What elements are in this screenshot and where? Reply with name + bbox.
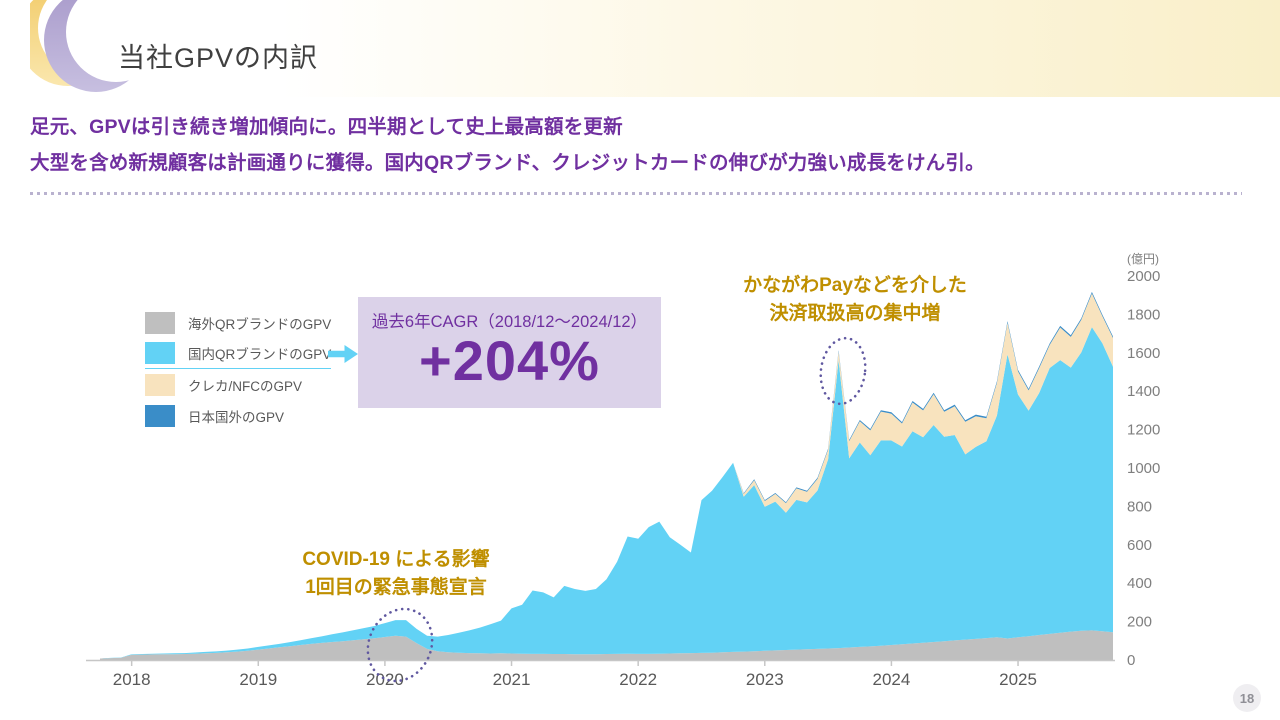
annotation-covid-line-1: COVID-19 による影響 (302, 549, 490, 570)
x-axis-label-2018: 2018 (113, 670, 151, 689)
y-axis-label-800: 800 (1127, 498, 1152, 515)
legend-label: 海外QRブランドのGPV (188, 316, 332, 332)
y-axis-label-2000: 2000 (1127, 268, 1160, 285)
area-国内QRブランドのGPV (100, 327, 1113, 659)
y-axis-label-1000: 1000 (1127, 460, 1160, 477)
headline-line-2: 大型を含め新規顧客は計画通りに獲得。国内QRブランド、クレジットカードの伸びが力… (30, 152, 985, 174)
legend-label: 日本国外のGPV (188, 409, 285, 425)
y-axis-label-600: 600 (1127, 537, 1152, 554)
y-axis-label-0: 0 (1127, 652, 1135, 669)
annotation-kanagawa-line-2: 決済取扱高の集中増 (769, 302, 941, 324)
legend-item-domestic-qr: 国内QRブランドのGPV (145, 338, 331, 369)
legend-item-credit-nfc: クレカ/NFCのGPV (145, 369, 331, 400)
headline-line-1: 足元、GPVは引き続き増加傾向に。四半期として史上最高額を更新 (30, 116, 623, 138)
x-axis-label-2024: 2024 (872, 670, 910, 689)
page-number-badge: 18 (1233, 684, 1261, 712)
x-axis-label-2022: 2022 (619, 670, 657, 689)
covid-highlight-ellipse (366, 607, 434, 683)
legend-swatch-blue (145, 404, 175, 427)
legend-item-overseas-qr: 海外QRブランドのGPV (145, 307, 331, 338)
chart-legend: 海外QRブランドのGPV 国内QRブランドのGPV クレカ/NFCのGPV 日本… (145, 307, 331, 431)
legend-swatch-beige (145, 373, 175, 396)
x-axis-label-2025: 2025 (999, 670, 1037, 689)
y-axis-label-1200: 1200 (1127, 422, 1160, 439)
annotation-kanagawa-line-1: かながわPayなどを介した (743, 275, 967, 296)
x-axis-label-2020: 2020 (366, 670, 404, 689)
annotation-covid-line-2: 1回目の緊急事態宣言 (305, 576, 487, 598)
x-axis-label-2021: 2021 (493, 670, 531, 689)
legend-swatch-gray (145, 311, 175, 334)
y-axis-unit-label: (億円) (1127, 252, 1159, 266)
legend-label: クレカ/NFCのGPV (188, 378, 303, 394)
y-axis-label-200: 200 (1127, 614, 1152, 631)
y-axis-label-1800: 1800 (1127, 306, 1160, 323)
cagr-callout-box: 過去6年CAGR（2018/12～2024/12） +204% (358, 297, 661, 408)
y-axis-label-1600: 1600 (1127, 345, 1160, 362)
header-band (0, 0, 1280, 97)
annotation-covid: COVID-19 による影響 1回目の緊急事態宣言 (265, 546, 527, 601)
crescent-logo-icon (30, 0, 155, 92)
legend-label: 国内QRブランドのGPV (188, 347, 332, 362)
page-title: 当社GPVの内訳 (118, 43, 319, 73)
legend-item-outside-japan: 日本国外のGPV (145, 400, 331, 431)
cagr-label: 過去6年CAGR（2018/12～2024/12） (371, 313, 648, 331)
x-axis-label-2023: 2023 (746, 670, 784, 689)
legend-swatch-lightblue (145, 342, 175, 364)
area-海外QRブランドのGPV (100, 630, 1113, 660)
kanagawa-highlight-ellipse (819, 336, 867, 406)
dotted-divider (30, 192, 1242, 195)
cagr-value: +204% (419, 329, 600, 392)
annotation-kanagawa-pay: かながわPayなどを介した 決済取扱高の集中増 (718, 272, 992, 327)
x-axis-label-2019: 2019 (239, 670, 277, 689)
y-axis-label-400: 400 (1127, 575, 1152, 592)
y-axis-label-1400: 1400 (1127, 383, 1160, 400)
